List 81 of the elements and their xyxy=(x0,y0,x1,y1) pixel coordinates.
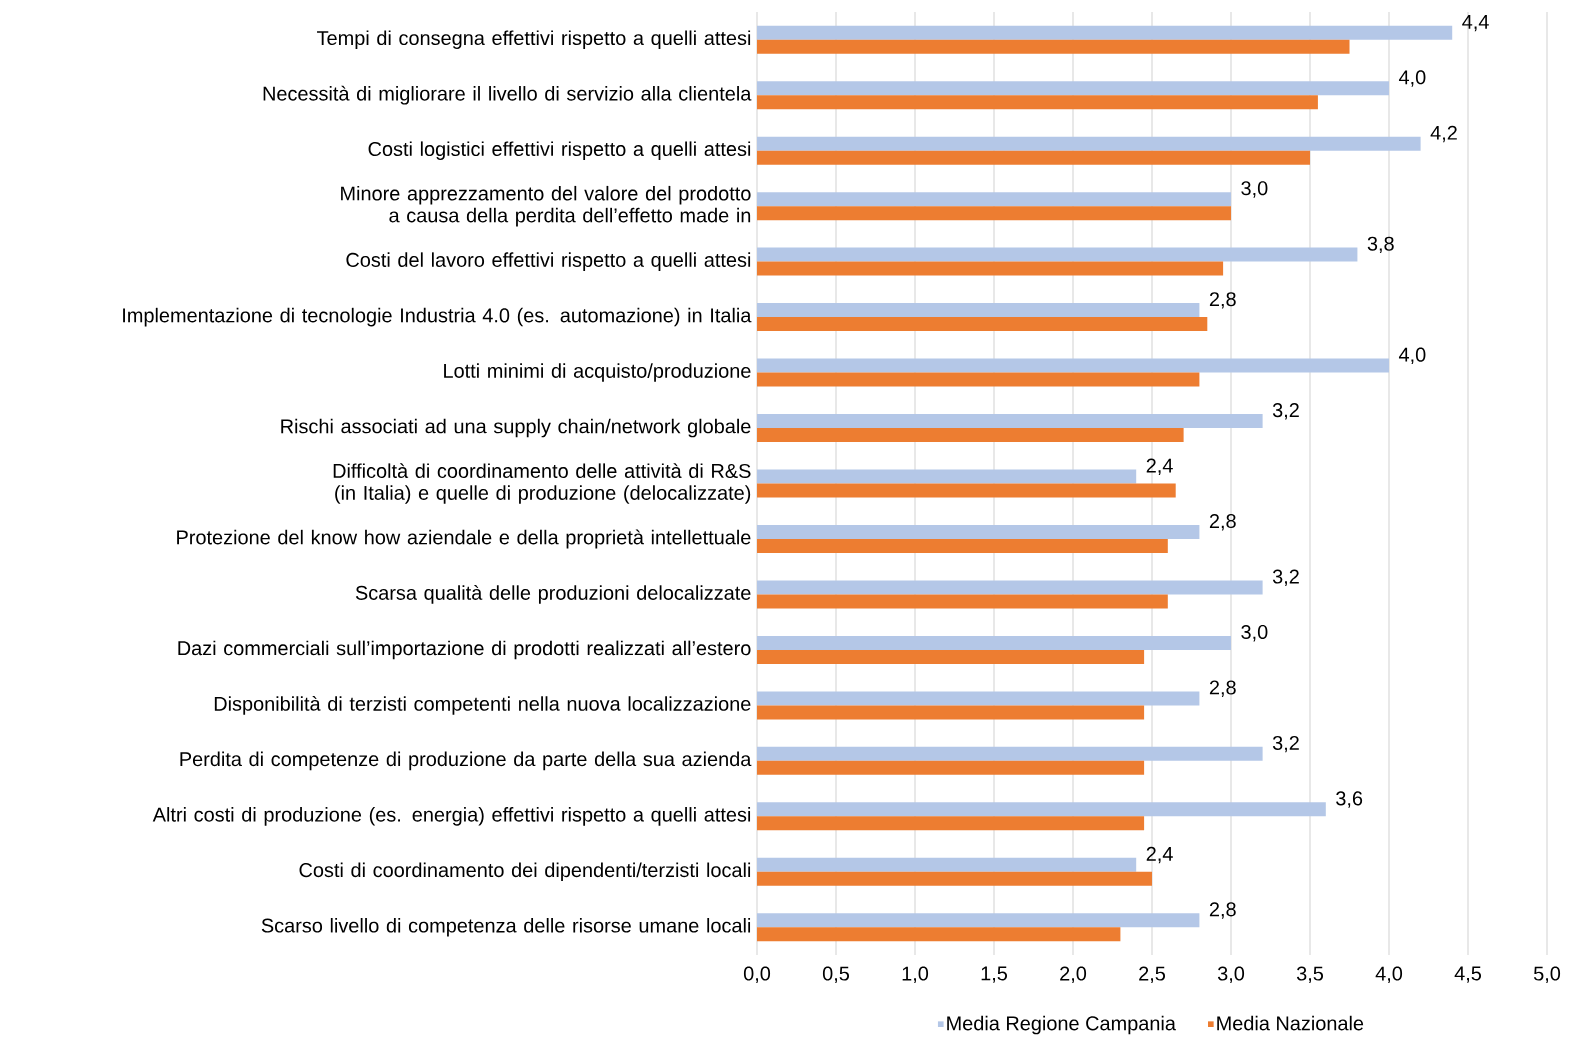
data-label: 2,8 xyxy=(1209,292,1236,309)
bar xyxy=(757,428,1184,443)
data-label: 3,6 xyxy=(1336,791,1363,808)
bar xyxy=(757,261,1224,276)
data-label: 4,0 xyxy=(1398,347,1426,365)
x-tick-label: 4,0 xyxy=(1375,966,1403,983)
bar xyxy=(757,469,1137,484)
data-label: 2,8 xyxy=(1209,514,1236,531)
y-tick-label: Tempi di consegna effettivi rispetto a quelli attesi xyxy=(317,30,751,50)
bar xyxy=(757,39,1350,54)
y-tick-label: Difficoltà di coordinamento delle attività di R&S (in Italia) e quelle di produzione (delocalizzate) xyxy=(333,463,751,504)
y-tick-label: Protezione del know how aziendale e della proprietà intellettuale xyxy=(177,529,751,549)
legend-label: Media Nazionale xyxy=(1217,1015,1364,1031)
bar xyxy=(757,524,1200,539)
bar xyxy=(757,580,1263,595)
y-tick-label: Perdita di competenze di produzione da parte della sua azienda xyxy=(180,751,752,771)
data-label: 3,8 xyxy=(1367,236,1394,254)
data-label: 3,2 xyxy=(1272,403,1299,420)
x-tick-label: 4,5 xyxy=(1454,966,1482,983)
data-label: 4,2 xyxy=(1430,125,1457,143)
bar xyxy=(757,871,1152,886)
bar xyxy=(757,705,1145,720)
bar xyxy=(757,136,1421,151)
data-label: 4,0 xyxy=(1398,70,1426,87)
x-tick-label: 0,0 xyxy=(743,966,771,983)
bar xyxy=(757,746,1263,761)
y-tick-label: Minore apprezzamento del valore del prodotto a causa della perdita dell’effetto made in xyxy=(341,185,751,227)
bar xyxy=(757,635,1231,650)
bar xyxy=(757,150,1311,165)
bar xyxy=(757,483,1176,498)
bar xyxy=(757,594,1168,609)
x-tick-label: 0,5 xyxy=(822,966,850,983)
data-label: 3,2 xyxy=(1272,735,1299,753)
bar xyxy=(757,802,1326,817)
x-tick-label: 5,0 xyxy=(1533,966,1561,983)
y-tick-label: Disponibilità di terzisti competenti nella nuova localizzazione xyxy=(214,695,751,715)
y-tick-label: Lotti minimi di acquisto/produzione xyxy=(444,363,751,382)
x-tick-label: 1,5 xyxy=(981,966,1008,983)
bar xyxy=(757,816,1145,831)
bar xyxy=(757,358,1390,373)
y-tick-label: Costi di coordinamento dei dipendenti/terzisti locali xyxy=(299,862,751,882)
y-tick-label: Scarsa qualità delle produzioni delocalizzate xyxy=(355,585,751,604)
bar xyxy=(757,81,1390,96)
data-label: 2,4 xyxy=(1146,846,1173,864)
y-tick-label: Rischi associati ad una supply chain/network globale xyxy=(281,418,751,438)
data-label: 4,4 xyxy=(1462,14,1489,32)
bar xyxy=(757,538,1168,553)
y-tick-label: Necessità di migliorare il livello di servizio alla clientela xyxy=(263,85,752,105)
y-tick-label: Dazi commerciali sull’importazione di prodotti realizzati all’estero xyxy=(178,640,751,660)
bar xyxy=(757,913,1200,928)
data-label: 3,2 xyxy=(1272,569,1299,586)
data-label: 2,4 xyxy=(1146,458,1173,475)
bar xyxy=(757,192,1231,207)
data-label: 3,0 xyxy=(1241,624,1268,642)
bar xyxy=(757,649,1145,664)
bar xyxy=(757,303,1200,318)
data-label: 2,8 xyxy=(1209,680,1236,697)
y-tick-label: Implementazione di tecnologie Industria 4.0 (es. automazione) in Italia xyxy=(123,307,752,327)
y-tick-label: Scarso livello di competenza delle risorse umane locali xyxy=(261,917,751,937)
bar xyxy=(757,95,1318,110)
bar xyxy=(757,372,1200,387)
bar xyxy=(757,927,1121,942)
data-label: 2,8 xyxy=(1209,902,1236,919)
x-tick-label: 3,5 xyxy=(1296,966,1324,983)
bar xyxy=(757,857,1137,872)
data-label: 3,0 xyxy=(1241,181,1268,198)
bar xyxy=(757,760,1145,775)
y-tick-label: Costi logistici effettivi rispetto a quelli attesi xyxy=(368,141,751,160)
x-tick-label: 2,5 xyxy=(1139,966,1166,983)
bar xyxy=(757,414,1263,429)
bar xyxy=(757,691,1200,706)
x-tick-label: 1,0 xyxy=(902,966,929,983)
x-tick-label: 2,0 xyxy=(1060,966,1087,983)
bar xyxy=(757,25,1453,40)
y-tick-label: Altri costi di produzione (es. energia) effettivi rispetto a quelli attesi xyxy=(152,807,751,826)
bar xyxy=(757,317,1208,332)
x-tick-label: 3,0 xyxy=(1217,966,1245,983)
bar xyxy=(757,206,1231,221)
legend-label: Media Regione Campania xyxy=(947,1015,1176,1035)
y-tick-label: Costi del lavoro effettivi rispetto a quelli attesi xyxy=(346,252,751,271)
bar xyxy=(757,247,1358,262)
